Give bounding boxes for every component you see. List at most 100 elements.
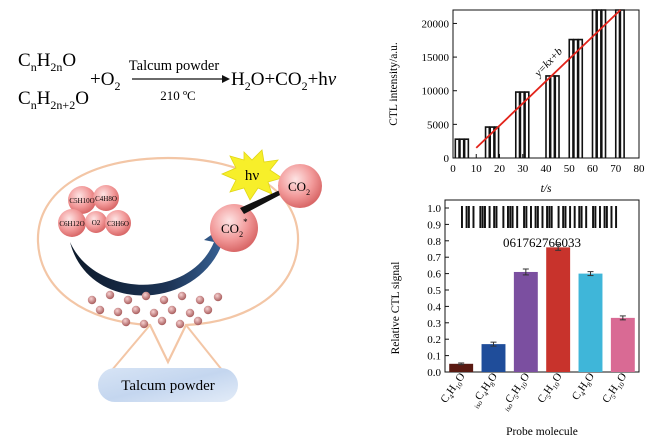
- y-tick-label: 0.9: [427, 219, 441, 231]
- excited-co2-sphere: [210, 204, 258, 252]
- fit-line: [475, 9, 622, 149]
- molecule-label: C4H8O: [95, 195, 117, 203]
- x-axis-label: t/s: [541, 183, 552, 195]
- talcum-particle: [139, 319, 149, 329]
- y-tick-label: 0.3: [427, 318, 441, 330]
- talcum-particle: [157, 316, 167, 326]
- reaction-arrowhead: [222, 75, 230, 83]
- curved-arrow: [70, 226, 232, 296]
- barcode-bar: [546, 206, 549, 228]
- y-tick-label: 0.5: [427, 285, 441, 297]
- y-tick-label: 10000: [422, 86, 450, 98]
- plot-frame: [444, 199, 640, 373]
- barcode-bar: [481, 206, 484, 228]
- talcum-particle: [149, 308, 159, 318]
- talcum-platform: [98, 368, 238, 402]
- barcode-bar: [525, 206, 528, 228]
- talcum-particle: [123, 295, 133, 305]
- barcode-bar: [502, 206, 505, 228]
- bar: [546, 247, 571, 372]
- y-tick-label: 0.2: [427, 334, 441, 346]
- pulse-peak: [545, 75, 551, 158]
- pulse-peak: [489, 126, 495, 158]
- y-tick-label: 0.7: [427, 252, 441, 264]
- pulse-peak: [463, 138, 470, 158]
- talcum-particle: [95, 305, 105, 315]
- barcode-bar: [580, 206, 583, 228]
- talcum-particle: [141, 291, 151, 301]
- pulse-peak: [577, 38, 584, 158]
- bar: [578, 273, 603, 372]
- barcode-bar: [615, 206, 618, 228]
- talcum-particle: [131, 305, 141, 315]
- reaction-equation: CnH2nO CnH2n+2O +O2 Talcum powder 210 ºC…: [18, 50, 337, 112]
- bar: [610, 317, 635, 372]
- y-tick-label: 15000: [422, 52, 450, 64]
- barcode-bar: [578, 206, 581, 228]
- talcum-particle: [121, 317, 131, 327]
- y-tick-label: 0.1: [427, 351, 441, 363]
- x-tick-label: 80: [634, 163, 646, 175]
- x-tick-label: C5H10O: [535, 371, 566, 407]
- pulse-peak: [596, 9, 602, 158]
- barcode-bar: [610, 206, 613, 228]
- barcode-bar: [536, 206, 539, 228]
- talcum-particle: [193, 316, 203, 326]
- barcode-bar: [548, 206, 551, 228]
- x-tick-label: 60: [587, 163, 599, 175]
- x-tick-label: isoC5H10O: [498, 371, 534, 413]
- pulse-peak: [573, 38, 579, 158]
- pulse-peak: [524, 91, 530, 158]
- barcode-bar: [534, 206, 537, 228]
- molecule-sphere: [58, 209, 86, 237]
- barcode-bar: [509, 206, 512, 228]
- products: H2O+CO2+hν: [231, 69, 337, 93]
- pulse-peak: [619, 9, 625, 158]
- x-tick-label: 70: [610, 163, 622, 175]
- molecule-sphere: [105, 210, 131, 236]
- barcode-bar: [550, 206, 553, 228]
- pulse-peak: [484, 126, 491, 158]
- y-axis-ticks: 0 5000 10000 15000 20000: [422, 18, 457, 165]
- bubble-outline: [36, 156, 300, 365]
- talcum-particle: [167, 305, 177, 315]
- molecule-label: C5H10O: [69, 197, 94, 205]
- barcode-bar: [569, 206, 572, 228]
- talcum-particle: [195, 295, 205, 305]
- pulse-peak: [454, 138, 460, 158]
- x-tick-label: isoC4H8O: [468, 371, 502, 411]
- molecule-sphere: [85, 211, 107, 233]
- bar: [449, 363, 474, 372]
- molecule-label: C6H12O: [59, 220, 84, 228]
- x-tick-label: 30: [517, 163, 529, 175]
- barcode-bar: [516, 206, 519, 228]
- barcode-bar: [523, 206, 526, 228]
- pulse-peak: [591, 9, 598, 158]
- barcode-bar: [564, 206, 567, 228]
- barcode-bar: [599, 206, 601, 228]
- pulse-peak: [514, 91, 521, 158]
- barcode-bar: [467, 206, 470, 228]
- y-axis-label: CTL intensity/a.u.: [388, 42, 400, 126]
- x-tick-label: 10: [471, 163, 483, 175]
- y-tick-label: 0.0: [427, 367, 441, 379]
- x-tick-label: 20: [494, 163, 506, 175]
- pulse-series: [454, 9, 625, 158]
- pulse-peak: [459, 138, 465, 158]
- pulse-peak: [494, 126, 500, 158]
- x-tick-label: 0: [450, 163, 456, 175]
- catalyst-label: Talcum powder: [129, 58, 220, 74]
- excited-co2-label: CO2*: [221, 217, 248, 239]
- molecule-sphere: [93, 185, 119, 211]
- pulse-peak: [568, 38, 574, 158]
- talcum-particle: [177, 291, 187, 301]
- barcode-bar: [573, 206, 576, 228]
- barcode-bar: [562, 206, 565, 228]
- y-axis-label: Relative CTL signal: [390, 262, 402, 355]
- barcode-bar: [605, 206, 608, 228]
- barcode-bar: [585, 206, 588, 228]
- bubble-tail-left: [111, 324, 151, 371]
- pulse-peak: [554, 75, 560, 158]
- barcode-number: 061762766033: [503, 235, 581, 250]
